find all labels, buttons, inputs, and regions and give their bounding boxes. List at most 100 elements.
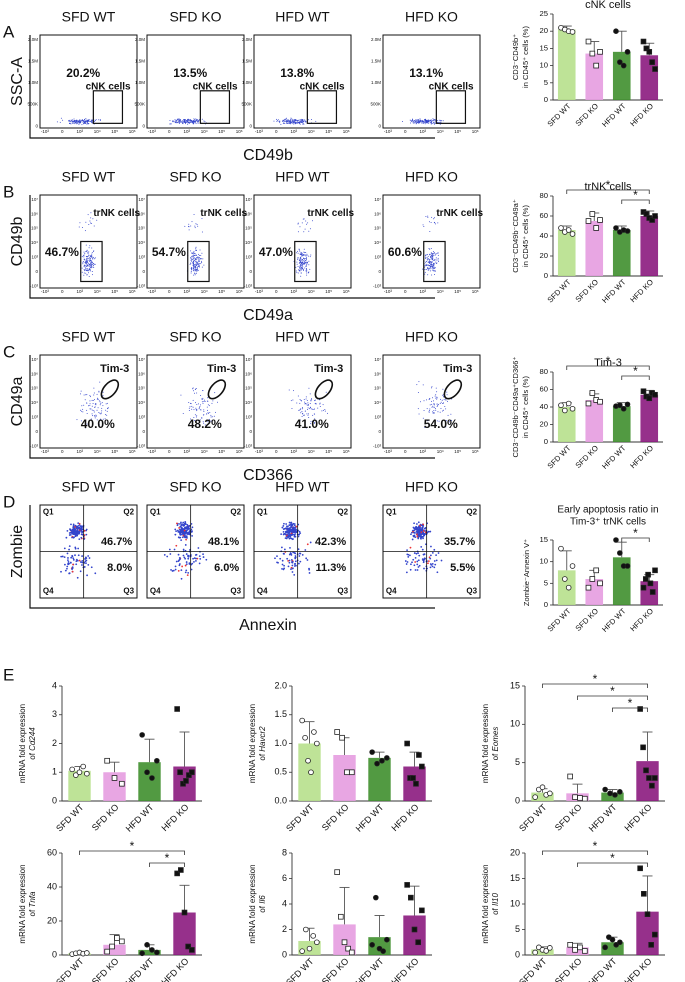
flow-x-tick: 10⁴ [94,289,101,294]
flow-y-tick: 10⁴ [31,400,38,405]
event-dot [203,120,205,122]
data-point [589,211,596,217]
event-dot [92,263,94,265]
event-dot [192,269,194,271]
data-point [181,909,188,916]
event-dot [186,120,188,122]
event-dot [291,523,294,526]
event-dot [83,566,86,568]
event-dot [433,268,435,270]
data-point [646,395,653,402]
event-dot [84,427,86,429]
plot-frame [39,34,138,129]
data-point [589,390,596,396]
event-dot [88,405,90,407]
flow-y-tick: 0 [35,429,38,434]
event-dot [304,228,306,230]
event-dot [197,253,199,255]
data-point [334,729,340,735]
event-dot [421,548,424,551]
flow-x-tick: 10⁴ [94,129,101,134]
event-dot [312,220,314,222]
event-dot [194,414,196,416]
event-dot [80,420,82,422]
data-point [80,763,86,770]
flow-x-tick: 10³ [184,289,191,294]
panel-label: C [3,342,15,361]
event-dot [288,553,291,556]
data-point [334,869,340,875]
event-dot [431,386,433,388]
event-dot [64,563,66,566]
event-dot [85,272,87,274]
event-dot [299,560,302,563]
event-dot [302,267,304,269]
event-dot [441,410,443,412]
event-dot [404,560,407,562]
gate [100,379,120,400]
event-dot [87,214,89,216]
flow-y-tick: 1.0M [28,80,38,85]
event-dot [434,270,436,272]
event-dot [423,532,426,535]
bar [103,772,126,801]
event-dot [289,528,292,531]
significance-bracket [612,707,648,712]
event-dot [202,390,204,392]
flow-x-tick: 10³ [420,449,427,454]
event-dot [415,525,418,528]
data-point [154,757,160,764]
y-tick-label: 6 [282,873,287,883]
event-dot [176,524,179,527]
event-dot [200,258,202,260]
event-dot [192,264,194,266]
bar [557,407,576,442]
event-dot [280,533,283,536]
event-dot [91,119,93,121]
event-dot [187,123,189,125]
event-dot [76,529,79,532]
event-dot [94,257,96,259]
event-dot [300,408,302,410]
event-dot [295,528,297,531]
event-dot [433,266,435,268]
event-dot [207,421,209,423]
event-dot [427,216,429,218]
event-dot [309,393,311,395]
plot-frame [253,34,352,129]
event-dot [91,262,93,264]
event-dot [192,557,194,560]
data-point [572,794,578,800]
event-dot [298,552,301,555]
data-point [139,950,145,957]
event-dot [309,541,312,544]
event-dot [288,122,290,124]
event-dot [91,122,93,124]
event-dot [307,272,309,274]
event-dot [207,412,209,414]
event-dot [198,261,200,263]
event-dot [297,223,299,225]
data-point [582,948,588,954]
event-dot [291,571,294,573]
event-dot [72,557,75,560]
event-dot [77,547,80,550]
significance-label: * [130,839,135,853]
event-dot [281,526,284,529]
event-dot [446,391,448,393]
event-dot [198,259,200,261]
event-dot [277,561,279,564]
event-dot [299,265,301,267]
event-dot [190,531,193,533]
event-dot [91,222,93,224]
event-dot [187,555,190,558]
event-dot [299,123,301,125]
event-dot [99,404,101,406]
event-dot [84,252,86,254]
event-dot [104,418,106,420]
event-dot [76,120,78,122]
data-point [539,784,546,790]
x-tick-label: SFD KO [574,443,601,470]
event-dot [191,256,193,258]
event-dot [439,402,441,404]
